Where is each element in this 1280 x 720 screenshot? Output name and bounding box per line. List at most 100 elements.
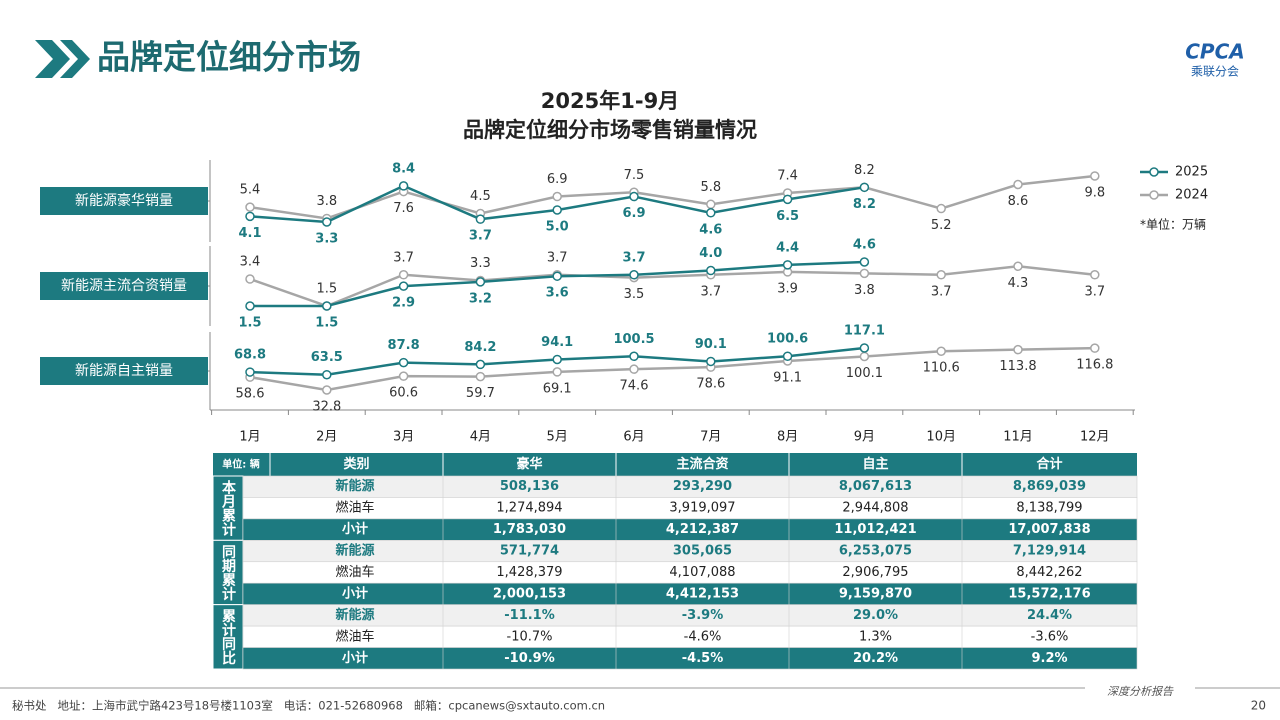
cell-value: 8,869,039 bbox=[1013, 479, 1086, 494]
cell-value: -3.9% bbox=[682, 608, 723, 623]
unit-note: *单位：万辆 bbox=[1140, 217, 1206, 232]
point bbox=[1090, 171, 1100, 181]
x-tick-label: 7月 bbox=[700, 430, 721, 445]
data-label: 78.6 bbox=[696, 377, 725, 392]
series-line bbox=[249, 265, 1095, 308]
table-header: 主流合资 bbox=[676, 456, 728, 472]
cell-value: 305,065 bbox=[673, 544, 732, 559]
data-label: 2.9 bbox=[392, 296, 415, 311]
point bbox=[706, 208, 716, 218]
cell-value: 293,290 bbox=[673, 479, 732, 494]
row-category: 新能源 bbox=[335, 478, 374, 494]
cell-value: 1,783,030 bbox=[493, 522, 566, 537]
data-label: 117.1 bbox=[844, 324, 885, 339]
point bbox=[398, 270, 409, 280]
data-label: 100.6 bbox=[767, 332, 808, 347]
data-label: 4.3 bbox=[1008, 276, 1029, 291]
point bbox=[782, 260, 793, 270]
cell-value: -10.9% bbox=[504, 651, 555, 666]
point bbox=[859, 268, 870, 279]
cell-value: 11,012,421 bbox=[834, 522, 916, 537]
point bbox=[245, 274, 255, 284]
data-label: 84.2 bbox=[464, 340, 496, 355]
footer-contact: 秘书处 地址：上海市武宁路423号18号楼1103室 电话：021-526809… bbox=[12, 699, 605, 713]
table-header-bg bbox=[213, 453, 1137, 476]
data-label: 3.7 bbox=[931, 284, 952, 299]
panel-label-box bbox=[40, 357, 208, 385]
data-label: 5.8 bbox=[700, 180, 721, 195]
data-label: 5.4 bbox=[240, 183, 261, 198]
cell-value: 1.3% bbox=[859, 629, 892, 644]
cell-value: 9,159,870 bbox=[839, 586, 912, 601]
point bbox=[936, 270, 946, 280]
data-label: 4.5 bbox=[470, 189, 491, 204]
chevron bbox=[35, 40, 70, 78]
logo-sub: 乘联分会 bbox=[1191, 65, 1239, 79]
data-label: 1.5 bbox=[315, 316, 338, 331]
footer-tag: 深度分析报告 bbox=[1107, 685, 1174, 698]
table-header: 合计 bbox=[1036, 456, 1062, 472]
panel-label-box bbox=[40, 272, 208, 300]
x-tick-label: 8月 bbox=[777, 430, 798, 445]
cell-value: 24.4% bbox=[1027, 608, 1072, 623]
data-label: 3.7 bbox=[547, 250, 568, 265]
table-unit: 单位: 辆 bbox=[222, 458, 259, 471]
cell-value: 7,129,914 bbox=[1013, 544, 1086, 559]
group-cell bbox=[212, 604, 244, 670]
point bbox=[1090, 343, 1100, 353]
group-cell bbox=[212, 475, 244, 541]
point bbox=[322, 369, 332, 380]
point bbox=[475, 214, 486, 224]
point bbox=[322, 385, 332, 395]
data-label: 7.6 bbox=[393, 201, 414, 216]
cell-value: 2,944,808 bbox=[842, 501, 908, 516]
point bbox=[552, 271, 562, 281]
row-category: 燃油车 bbox=[335, 628, 374, 644]
data-label: 1.5 bbox=[316, 282, 337, 297]
series-line bbox=[249, 346, 1095, 392]
data-label: 90.1 bbox=[695, 337, 727, 352]
data-label: 110.6 bbox=[923, 361, 960, 376]
point bbox=[245, 301, 255, 311]
point bbox=[629, 191, 639, 202]
cell-value: 29.0% bbox=[853, 608, 898, 623]
data-label: 59.7 bbox=[466, 386, 495, 401]
x-tick-label: 2月 bbox=[316, 430, 337, 445]
data-label: 5.2 bbox=[931, 218, 952, 233]
point bbox=[1013, 261, 1023, 272]
point bbox=[398, 357, 409, 368]
data-label: 100.1 bbox=[846, 366, 883, 381]
point bbox=[245, 211, 255, 222]
data-label: 4.0 bbox=[699, 246, 722, 261]
cell-value: 15,572,176 bbox=[1008, 586, 1090, 601]
cell-value: 8,442,262 bbox=[1016, 565, 1082, 580]
data-label: 4.6 bbox=[853, 238, 876, 253]
data-label: 3.5 bbox=[624, 287, 645, 302]
data-label: 4.1 bbox=[238, 226, 261, 241]
data-label: 74.6 bbox=[620, 379, 649, 394]
data-label: 3.8 bbox=[854, 283, 875, 298]
point bbox=[706, 199, 716, 210]
point bbox=[859, 343, 870, 353]
point bbox=[1013, 344, 1023, 355]
cell-value: 508,136 bbox=[500, 479, 559, 494]
data-label: 7.5 bbox=[624, 168, 645, 183]
data-label: 6.9 bbox=[547, 172, 568, 187]
data-label: 58.6 bbox=[236, 387, 265, 402]
data-label: 3.8 bbox=[316, 194, 337, 209]
point bbox=[245, 367, 255, 377]
data-label: 6.9 bbox=[622, 206, 645, 221]
data-label: 4.6 bbox=[699, 222, 722, 237]
cell-value: 9.2% bbox=[1031, 651, 1067, 666]
cell-value: 8,138,799 bbox=[1016, 501, 1082, 516]
legend-label: 2024 bbox=[1175, 188, 1208, 203]
data-label: 4.4 bbox=[776, 240, 799, 255]
table-header: 自主 bbox=[862, 456, 888, 472]
legend-dot bbox=[1149, 190, 1159, 200]
data-label: 8.6 bbox=[1008, 194, 1029, 209]
chart-subtitle: 品牌定位细分市场零售销量情况 bbox=[463, 118, 757, 142]
row-category: 燃油车 bbox=[335, 564, 374, 580]
series-line bbox=[249, 174, 1095, 220]
